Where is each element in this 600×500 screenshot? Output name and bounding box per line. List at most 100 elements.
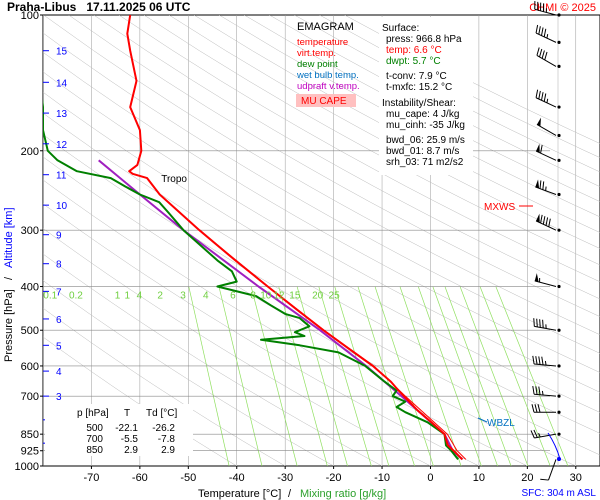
altitude-tick-label: 7 <box>56 287 62 298</box>
copyright: CHMI © 2025 <box>529 2 596 14</box>
wind-barb <box>535 89 561 109</box>
altitude-tick-label: 3 <box>56 392 62 403</box>
wind-barb-station <box>557 284 561 289</box>
wind-barb-flag <box>535 356 538 365</box>
info-surface-value: press: 966.8 hPa <box>386 34 462 45</box>
info-surface-title: Surface: <box>382 23 419 34</box>
low-level-wind-trace <box>547 432 561 460</box>
wind-barb-station <box>557 133 561 138</box>
altitude-tick-label: 13 <box>56 109 68 120</box>
legend-item: udpraft v.temp. <box>297 81 360 92</box>
dry-adiabat <box>143 15 600 266</box>
wind-barb-staff <box>548 459 557 481</box>
altitude-axis: 123456789101112131415 <box>43 47 68 450</box>
legend-item: virt.temp. <box>297 48 336 59</box>
legend-item: dew point <box>297 59 338 70</box>
wind-barb <box>535 143 561 162</box>
mixing-ratio-label: 4 <box>137 291 143 302</box>
wind-barb-flag <box>533 429 538 438</box>
temperature-line <box>126 15 464 461</box>
station-title: Praha-Libus 17.11.2025 06 UTC <box>7 0 191 14</box>
surface-wind-dot <box>557 457 561 461</box>
mixing-ratio-label: 6 <box>230 291 236 302</box>
legend-item: wet bulb temp. <box>296 70 359 81</box>
info-surface-value: temp: 6.6 °C <box>386 45 442 56</box>
wind-barb-flag <box>544 51 548 61</box>
temperature-tick-label: 20 <box>521 472 533 484</box>
wind-barb <box>536 47 561 68</box>
wind-barb-station <box>557 192 561 197</box>
mu-cape-label: MU CAPE <box>301 96 347 107</box>
wind-barb-staff <box>534 393 557 397</box>
mu-cape-badge <box>296 94 356 107</box>
dry-adiabat <box>68 15 600 317</box>
altitude-tick-label: 15 <box>56 47 68 58</box>
wind-barb-station <box>557 328 561 332</box>
wind-barb-pennant <box>536 213 540 223</box>
info-panel-bg <box>379 17 473 175</box>
wind-barb-pennant <box>536 143 540 153</box>
mixing-ratio-line <box>459 286 529 466</box>
wind-barb-flag <box>535 89 539 98</box>
wbzl-marker <box>477 417 488 423</box>
table-cell-pressure: 850 <box>86 445 103 456</box>
mixing-ratio-line <box>432 286 498 466</box>
mixing-ratio-line <box>218 286 263 466</box>
mixing-ratio-label: 4 <box>203 291 209 302</box>
wind-barb-flag <box>539 48 543 58</box>
altitude-tick-label: 5 <box>56 341 62 352</box>
mixing-ratio-line <box>374 286 434 466</box>
wind-barb-pennant <box>536 117 541 127</box>
dry-adiabat <box>168 15 600 249</box>
wind-barb-staff <box>536 124 557 136</box>
wind-barb <box>536 117 561 138</box>
wind-barb-flag <box>543 28 547 37</box>
wind-barb-flag <box>535 386 538 395</box>
info-conv-value: t-conv: 7.9 °C <box>386 71 447 82</box>
wind-barb-half-flag <box>546 98 549 103</box>
wind-barb-half-flag <box>538 432 541 438</box>
mixing-ratio-label: 12 <box>273 291 285 302</box>
table-cell-temperature: -22.1 <box>115 423 138 434</box>
pressure-tick-label: 600 <box>21 361 39 373</box>
mixing-ratio-label: 0.2 <box>69 291 83 302</box>
mixing-ratio-label: 1 <box>115 291 121 302</box>
wind-barb <box>533 318 561 332</box>
wind-barb-half-flag <box>544 360 547 366</box>
dry-adiabat <box>219 15 600 218</box>
wind-barb-flag <box>542 216 546 225</box>
pressure-tick-label: 300 <box>21 225 39 237</box>
legend-title: EMAGRAM <box>297 21 354 33</box>
wind-barb-flag <box>536 318 538 327</box>
mxws-label: MXWS <box>484 202 515 213</box>
wind-barb-staff <box>535 150 557 161</box>
table-cell-pressure: 700 <box>86 434 103 445</box>
wind-barb-flag <box>541 92 544 101</box>
wind-barb <box>534 1 561 17</box>
info-instab-value: mu_cinh: -35 J/kg <box>386 120 465 131</box>
wind-barb <box>534 273 561 289</box>
wind-barb-station <box>557 64 561 68</box>
wind-barb-flag <box>541 356 544 365</box>
wind-barb-staff <box>536 54 557 67</box>
level-table-bg <box>45 404 193 456</box>
temperature-tick-label: -20 <box>326 472 342 484</box>
wind-barb-flag <box>538 356 541 365</box>
pressure-tick-label: 1000 <box>15 461 39 473</box>
dry-adiabat <box>244 15 600 202</box>
wind-barb-flag <box>538 26 541 35</box>
wind-barb-flag <box>540 214 543 224</box>
pressure-tick-label: 400 <box>21 282 39 294</box>
altitude-tick-label: 14 <box>56 78 68 89</box>
wind-barb <box>535 179 561 197</box>
pressure-tick-label: 850 <box>21 429 39 441</box>
wind-barb-flag <box>530 430 535 439</box>
mixing-ratio-label: 25 <box>329 291 341 302</box>
wind-barb-station <box>557 410 561 414</box>
wind-barb-flag <box>534 404 538 413</box>
wind-barb-flag <box>541 27 544 36</box>
wind-barb-station <box>557 432 561 436</box>
wind-barb-staff <box>535 32 557 43</box>
